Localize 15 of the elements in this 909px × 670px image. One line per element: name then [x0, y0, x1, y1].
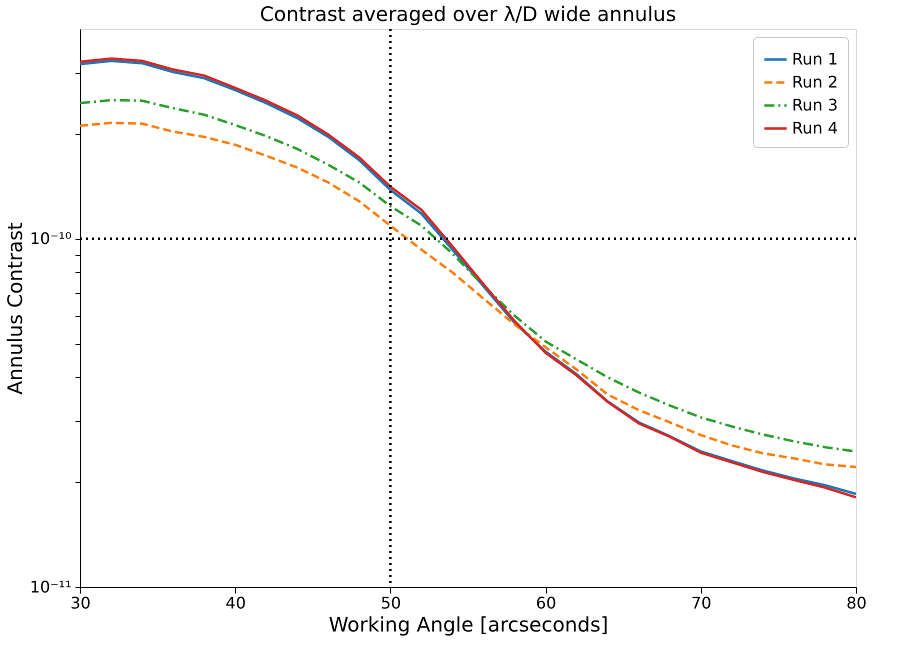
x-tick-label: 30	[70, 594, 91, 612]
chart-title: Contrast averaged over λ/D wide annulus	[260, 2, 676, 26]
x-axis-title: Working Angle [arcseconds]	[328, 612, 608, 636]
legend-label: Run 2	[792, 72, 838, 92]
legend-label: Run 3	[792, 96, 838, 114]
x-tick-label: 50	[380, 594, 402, 612]
y-axis-title: Annulus Contrast	[2, 222, 27, 395]
x-tick-label: 70	[691, 594, 712, 612]
x-tick-label: 60	[536, 594, 556, 612]
legend-label: Run 1	[792, 50, 838, 68]
x-tick-label: 40	[226, 594, 246, 612]
legend-label: Run 4	[792, 118, 838, 138]
y-tick-label: 10⁻¹¹	[30, 578, 72, 596]
y-tick-label: 10⁻¹⁰	[30, 229, 72, 248]
x-tick-label: 80	[846, 594, 867, 612]
